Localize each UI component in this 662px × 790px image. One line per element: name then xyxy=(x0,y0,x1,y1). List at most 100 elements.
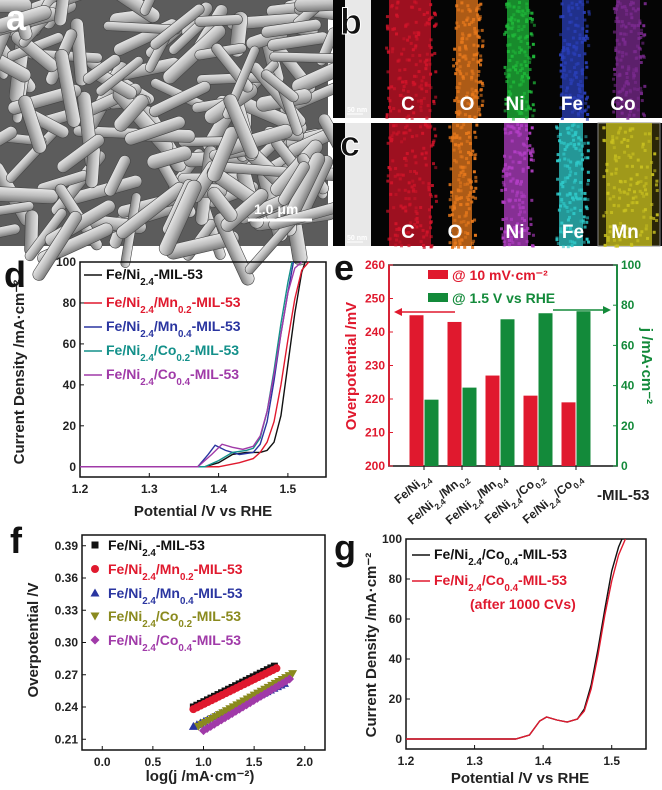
eds-dot xyxy=(530,11,534,15)
legend-label: Fe/Ni2.4/Mn0.4-MIL-53 xyxy=(106,318,241,340)
eds-dot xyxy=(581,219,585,223)
eds-dot xyxy=(530,17,534,21)
x-tick-label: 1.5 xyxy=(603,754,620,768)
label-part: /Co xyxy=(154,366,177,382)
y-tick-label-left: 250 xyxy=(365,292,385,306)
label-part: /Co xyxy=(482,546,505,562)
eds-dot xyxy=(639,61,643,65)
eds-dot xyxy=(639,90,643,94)
data-point xyxy=(288,670,298,679)
subscript: 2.4 xyxy=(140,329,154,340)
eds-dot xyxy=(477,80,481,84)
eds-dot xyxy=(602,214,606,218)
subscript: 2.4 xyxy=(140,277,154,288)
eds-dot xyxy=(429,194,433,198)
d-xlabel: Potential /V vs RHE xyxy=(134,503,272,520)
eds-dot xyxy=(503,109,507,113)
bar-overpotential xyxy=(485,375,500,466)
eds-dot xyxy=(526,148,530,152)
eds-dot xyxy=(454,72,458,76)
label-part: Fe/Ni xyxy=(108,561,142,577)
label-part: Fe/Ni xyxy=(405,498,436,528)
eds-dot xyxy=(556,177,560,181)
nanorod xyxy=(261,19,322,38)
eds-strip-Co xyxy=(616,0,640,118)
eds-dot xyxy=(528,131,532,135)
eds-dot xyxy=(450,194,454,198)
element-label: C xyxy=(401,222,415,243)
eds-dot xyxy=(432,24,436,28)
y-tick-label: 80 xyxy=(63,296,77,310)
eds-dot xyxy=(448,213,452,217)
eds-dot xyxy=(386,70,390,74)
label-part: Fe/Ni xyxy=(108,537,142,553)
eds-dot xyxy=(559,85,563,89)
eds-strip-C xyxy=(389,0,431,118)
subscript: 2.4 xyxy=(140,305,154,316)
legend-label: Fe/Ni2.4/Co0.4-MIL-53 xyxy=(434,546,567,568)
x-tick-label: 1.3 xyxy=(466,754,483,768)
element-label: O xyxy=(460,94,475,115)
eds-dot xyxy=(582,10,586,14)
eds-dot xyxy=(529,90,533,94)
legend-label: Fe/Ni2.4/Mn0.2-MIL-53 xyxy=(106,294,241,316)
y-tick-label: 0 xyxy=(69,460,76,474)
eds-dot xyxy=(431,140,435,144)
nanorod xyxy=(54,48,81,128)
eds-dot xyxy=(586,198,590,202)
scale-bar-label: 1.0 μm xyxy=(254,201,298,217)
label-part: -MIL-53 xyxy=(190,342,239,358)
x-tick-label: 1.2 xyxy=(72,482,89,496)
eds-dot xyxy=(532,81,536,85)
eds-dot xyxy=(638,47,642,51)
eds-dot xyxy=(613,83,617,87)
nanorod xyxy=(149,3,205,50)
legend-label: Fe/Ni2.4/Co0.4-MIL-53 xyxy=(434,572,567,594)
legend-marker xyxy=(90,588,100,597)
nanorod xyxy=(95,56,144,96)
label-part: -MIL-53 xyxy=(190,366,239,382)
arrow-right-head xyxy=(603,306,611,314)
eds-dot xyxy=(585,237,589,241)
eds-dot xyxy=(480,45,484,49)
f-ylabel: Overpotential /V xyxy=(25,582,42,697)
panel-g-stability-chart: g Current Density /mA·cm⁻² Potential /V … xyxy=(334,527,647,787)
eds-dot xyxy=(385,113,389,117)
eds-dot xyxy=(434,134,438,138)
eds-dot xyxy=(603,234,607,238)
y-tick-label-right: 80 xyxy=(621,298,635,312)
y-tick-label: 0.24 xyxy=(55,700,79,714)
subscript: 0.4 xyxy=(178,329,192,340)
eds-dot xyxy=(432,139,436,143)
eds-dot xyxy=(505,2,509,6)
y-tick-label: 0 xyxy=(395,732,402,746)
eds-dot xyxy=(583,191,587,195)
eds-dot xyxy=(532,54,536,58)
eds-dot xyxy=(386,209,390,213)
eds-dot xyxy=(612,89,616,93)
eds-dot xyxy=(585,65,589,69)
nanorod xyxy=(56,134,105,173)
element-label: Ni xyxy=(506,94,525,115)
eds-dot xyxy=(433,127,437,131)
series-line xyxy=(80,261,293,468)
label-part: /Mn xyxy=(156,561,180,577)
eds-dot xyxy=(529,223,533,227)
eds-dot xyxy=(560,117,564,121)
nanorod xyxy=(194,14,243,27)
y-tick-label-right: 0 xyxy=(621,459,628,473)
panel-f-tafel-chart: f Overpotential /V log(j /mA·cm⁻²) 0.0 0.… xyxy=(10,520,326,785)
y-tick-label-right: 40 xyxy=(621,379,635,393)
eds-dot xyxy=(585,29,589,33)
y-tick-label-left: 200 xyxy=(365,459,385,473)
label-part: Fe/Ni xyxy=(520,497,551,527)
y-tick-label: 0.33 xyxy=(55,603,79,617)
eds-dot xyxy=(529,217,533,221)
eds-dot xyxy=(505,68,509,72)
eds-dot xyxy=(501,180,505,184)
eds-dot xyxy=(559,53,563,57)
eds-dot xyxy=(479,88,483,92)
eds-dot xyxy=(448,198,452,202)
eds-dot xyxy=(559,33,563,37)
